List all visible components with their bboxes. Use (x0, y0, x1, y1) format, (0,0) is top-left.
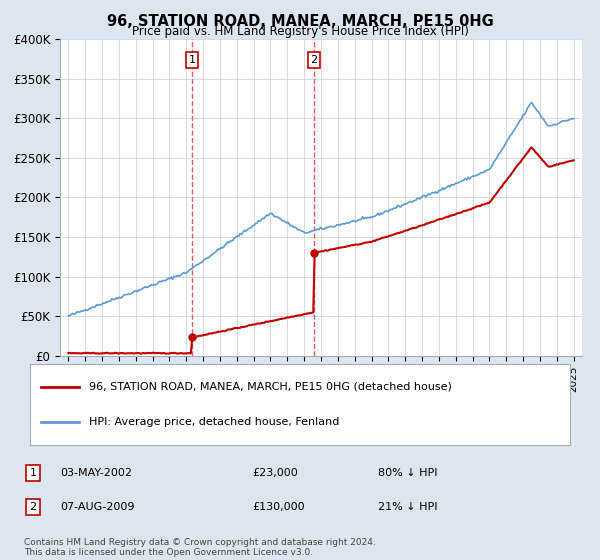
Text: £23,000: £23,000 (252, 468, 298, 478)
Text: 80% ↓ HPI: 80% ↓ HPI (378, 468, 437, 478)
Text: 1: 1 (29, 468, 37, 478)
Text: HPI: Average price, detached house, Fenland: HPI: Average price, detached house, Fenl… (89, 417, 340, 427)
Text: Price paid vs. HM Land Registry's House Price Index (HPI): Price paid vs. HM Land Registry's House … (131, 25, 469, 38)
Text: 21% ↓ HPI: 21% ↓ HPI (378, 502, 437, 512)
Text: 2: 2 (311, 55, 317, 65)
Text: 07-AUG-2009: 07-AUG-2009 (60, 502, 134, 512)
Text: Contains HM Land Registry data © Crown copyright and database right 2024.
This d: Contains HM Land Registry data © Crown c… (24, 538, 376, 557)
Text: 2: 2 (29, 502, 37, 512)
Text: 1: 1 (188, 55, 196, 65)
Text: £130,000: £130,000 (252, 502, 305, 512)
Text: 03-MAY-2002: 03-MAY-2002 (60, 468, 132, 478)
Text: 96, STATION ROAD, MANEA, MARCH, PE15 0HG (detached house): 96, STATION ROAD, MANEA, MARCH, PE15 0HG… (89, 382, 452, 392)
Text: 96, STATION ROAD, MANEA, MARCH, PE15 0HG: 96, STATION ROAD, MANEA, MARCH, PE15 0HG (107, 14, 493, 29)
